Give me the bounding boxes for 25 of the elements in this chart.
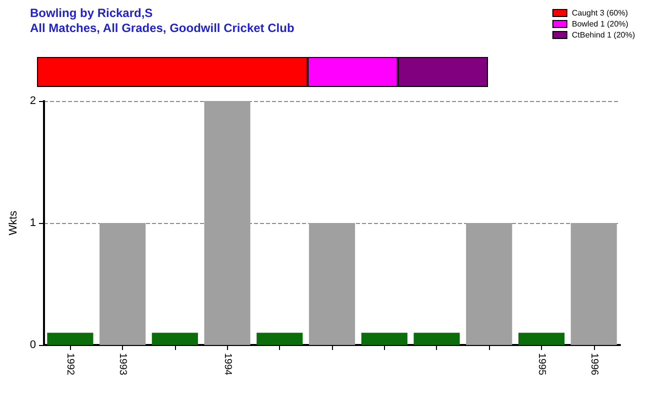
bar bbox=[518, 332, 564, 345]
chart-subtitle: All Matches, All Grades, Goodwill Cricket Club bbox=[30, 21, 294, 35]
legend-label: Caught 3 (60%) bbox=[572, 8, 628, 18]
bar bbox=[361, 332, 408, 345]
bar bbox=[152, 332, 198, 345]
bar bbox=[308, 223, 356, 345]
bar bbox=[570, 223, 617, 345]
bar bbox=[466, 223, 512, 345]
legend-label: Bowled 1 (20%) bbox=[572, 20, 629, 28]
legend-label: CtBehind 1 (20%) bbox=[572, 30, 636, 40]
bar bbox=[100, 223, 146, 345]
x-tick-label: 1993 bbox=[117, 353, 128, 376]
y-tick-label: 0 bbox=[30, 339, 36, 351]
bar bbox=[414, 332, 460, 345]
bar bbox=[47, 332, 94, 345]
y-axis-title: Wkts bbox=[8, 210, 20, 236]
x-tick-label: 1992 bbox=[64, 353, 76, 376]
bar bbox=[256, 332, 303, 345]
bar bbox=[204, 101, 250, 345]
x-tick-label: 1996 bbox=[588, 353, 600, 376]
x-tick-label: 1995 bbox=[536, 353, 547, 376]
chart-title: Bowling by Rickard,S bbox=[30, 6, 153, 20]
y-tick-label: 2 bbox=[30, 95, 36, 107]
y-tick-label: 1 bbox=[30, 217, 36, 229]
x-tick-label: 1994 bbox=[222, 353, 233, 376]
